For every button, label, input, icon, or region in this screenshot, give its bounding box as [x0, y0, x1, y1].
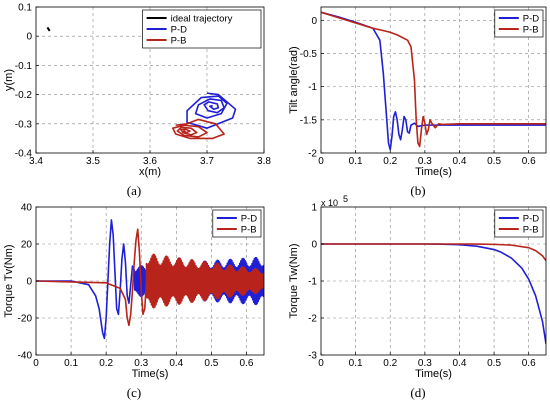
legend-label-d-p-b: P-B	[523, 225, 539, 236]
ytick-label-b-2: -1	[308, 82, 317, 93]
xlabel-b: Time(s)	[415, 166, 452, 178]
xtick-label-b-2: 0.2	[383, 156, 397, 167]
series-group-a	[46, 26, 237, 140]
xtick-label-d-2: 0.2	[383, 358, 397, 369]
series-c-p-b	[36, 228, 264, 327]
ytick-label-b-0: -2	[308, 149, 317, 160]
ytick-label-d-3: 0	[311, 240, 317, 251]
legend-label-a-p-b: P-B	[171, 36, 187, 47]
series-a-p-b	[172, 118, 225, 140]
ytick-label-d-2: -1	[308, 277, 317, 288]
series-group-b	[321, 11, 546, 151]
ytick-label-a-5: 0.1	[18, 3, 32, 14]
legend-b: P-DP-B	[494, 9, 544, 38]
xtick-label-c-3: 0.3	[134, 358, 148, 369]
xtick-label-a-2: 3.6	[143, 156, 157, 167]
panel-a: 3.4 3.5 3.6 3.7 3.8 -0.4 -0.3 -0.2 -0.1 0 0.1 x(m) y…	[3, 3, 271, 179]
ytick-label-a-4: 0	[26, 32, 32, 43]
xtick-label-d-1: 0.1	[349, 358, 363, 369]
xtick-label-c-0: 0	[33, 358, 39, 369]
ytick-label-d-1: -2	[308, 314, 317, 325]
ytick-label-c-4: 40	[21, 203, 33, 214]
xtick-label-b-3: 0.3	[418, 156, 432, 167]
xtick-label-d-0: 0	[318, 358, 324, 369]
ytick-label-d-0: -3	[308, 351, 317, 362]
legend-d: P-DP-B	[494, 209, 544, 238]
legend-box-c	[212, 209, 262, 238]
xtick-label-b-1: 0.1	[349, 156, 363, 167]
xtick-label-c-1: 0.1	[64, 358, 78, 369]
ylabel-a: y(m)	[3, 69, 15, 91]
legend-label-c-p-b: P-B	[241, 225, 257, 236]
ytick-label-a-3: -0.1	[15, 61, 33, 72]
xtick-label-d-3: 0.3	[418, 358, 432, 369]
legend-c: P-DP-B	[212, 209, 262, 238]
legend-label-a-p-d: P-D	[171, 25, 188, 36]
xtick-label-c-4: 0.4	[169, 358, 183, 369]
ylabel-c: Torque Tv(Nm)	[3, 244, 15, 317]
ytick-label-c-2: 0	[26, 277, 32, 288]
panel-d: 0 0.1 0.2 0.3 0.4 0.5 0.6 -3 -2 -1 0 1 Time(s) Torque…	[288, 194, 547, 380]
axes-frame-b	[320, 6, 547, 154]
xtick-label-c-5: 0.5	[204, 358, 218, 369]
xtick-label-b-6: 0.6	[522, 156, 536, 167]
y-multiplier-exponent-d: 5	[343, 194, 348, 204]
panel-caption-d: (d)	[410, 385, 425, 400]
ylabel-b: Tilt angle(rad)	[288, 46, 300, 113]
xtick-label-d-6: 0.6	[522, 358, 536, 369]
panel-b: 0 0.1 0.2 0.3 0.4 0.5 0.6 -2 -1.5 -1 -0.5 0 Time(s) T…	[288, 6, 547, 178]
legend-label-b-p-b: P-B	[523, 25, 539, 36]
legend-label-a-ideal-trajectory: ideal trajectory	[171, 14, 233, 25]
ytick-label-d-4: 1	[311, 203, 317, 214]
xtick-label-c-6: 0.6	[240, 358, 254, 369]
ytick-label-a-2: -0.2	[15, 90, 33, 101]
panel-c: 0 0.1 0.2 0.3 0.4 0.5 0.6 -40 -20 0 20 40 Time(s) Tor…	[3, 203, 265, 380]
xtick-label-d-5: 0.5	[487, 358, 501, 369]
xtick-label-c-2: 0.2	[99, 358, 113, 369]
series-a-ideal-trajectory	[46, 26, 51, 32]
ytick-label-b-1: -1.5	[300, 115, 318, 126]
legend-label-b-p-d: P-D	[523, 14, 540, 25]
legend-box-b	[494, 9, 544, 38]
ytick-label-a-1: -0.3	[15, 119, 33, 130]
xlabel-d: Time(s)	[415, 368, 452, 380]
xtick-label-a-1: 3.5	[86, 156, 100, 167]
xlabel-c: Time(s)	[132, 368, 169, 380]
xtick-label-b-0: 0	[318, 156, 324, 167]
legend-box-d	[494, 209, 544, 238]
legend-label-d-p-d: P-D	[523, 214, 540, 225]
legend-label-c-p-d: P-D	[241, 214, 257, 225]
panel-caption-b: (b)	[410, 183, 425, 198]
ytick-label-b-3: -0.5	[300, 49, 318, 60]
xtick-label-a-3: 3.7	[200, 156, 214, 167]
series-group-c	[36, 219, 264, 340]
series-a-p-d	[186, 92, 237, 129]
ytick-label-b-4: 0	[311, 16, 317, 27]
y-multiplier-d: x 10	[321, 198, 338, 208]
series-group-d	[321, 243, 546, 345]
ylabel-d: Torque Tw(Nm)	[288, 244, 300, 319]
panel-caption-c: (c)	[127, 385, 141, 400]
series-b-p-b	[321, 11, 546, 148]
ytick-label-c-1: -20	[18, 314, 33, 325]
ytick-label-c-3: 20	[21, 240, 33, 251]
ytick-label-a-0: -0.4	[15, 149, 33, 160]
xlabel-a: x(m)	[139, 166, 161, 178]
xtick-label-d-4: 0.4	[453, 358, 467, 369]
panel-caption-a: (a)	[127, 183, 141, 198]
ytick-label-c-0: -40	[18, 351, 33, 362]
xtick-label-b-5: 0.5	[487, 156, 501, 167]
xtick-label-a-4: 3.8	[257, 156, 271, 167]
xtick-label-a-0: 3.4	[29, 156, 43, 167]
xtick-label-b-4: 0.4	[453, 156, 467, 167]
series-d-p-b	[321, 243, 546, 262]
